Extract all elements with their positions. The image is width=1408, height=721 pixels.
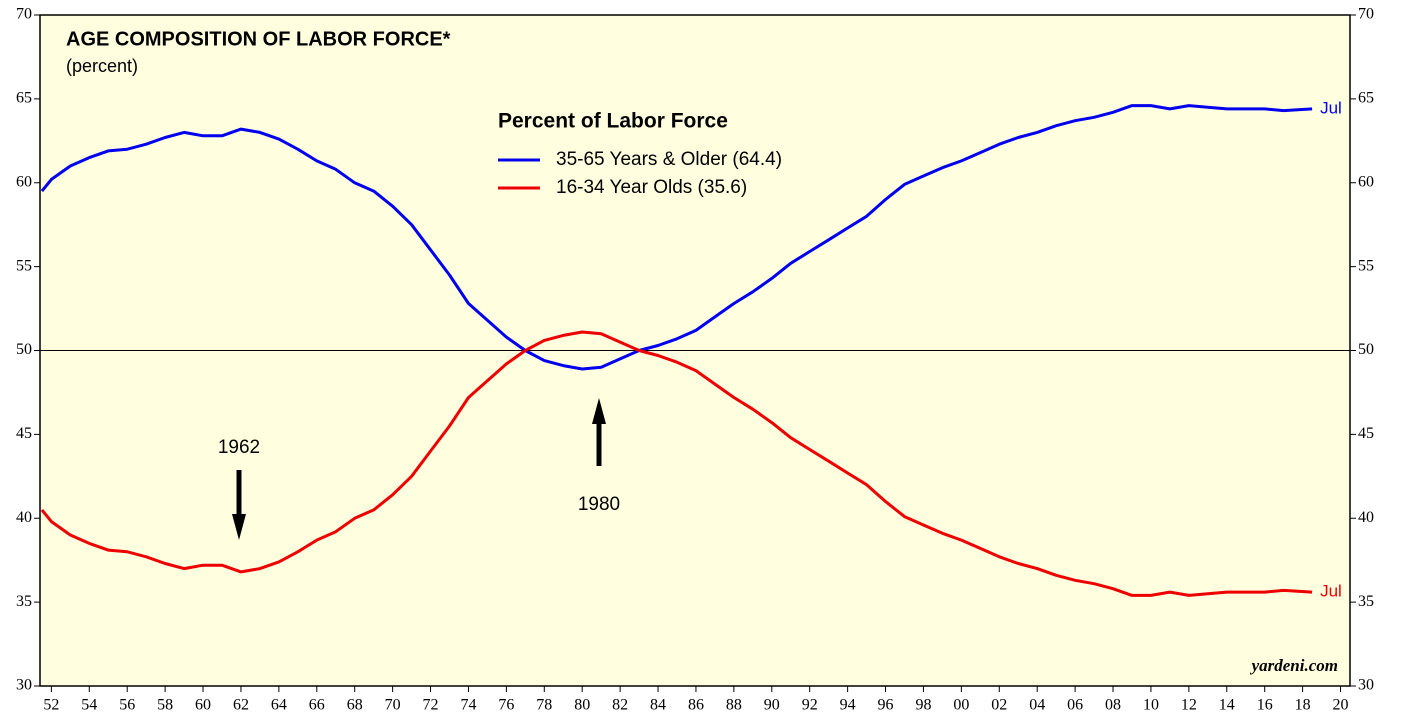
x-tick-label: 96 — [878, 697, 894, 714]
x-tick-label: 20 — [1333, 697, 1349, 714]
arrow — [232, 470, 246, 540]
source: yardeni.com — [1250, 656, 1338, 675]
x-tick-label: 78 — [536, 697, 552, 714]
end-label: Jul — [1320, 582, 1342, 601]
x-tick-label: 06 — [1067, 697, 1083, 714]
y-tick-label: 70 — [16, 6, 32, 23]
x-tick-label: 74 — [460, 697, 476, 714]
y-tick-label: 65 — [16, 90, 32, 107]
x-tick-label: 18 — [1295, 697, 1311, 714]
x-tick-label: 10 — [1143, 697, 1159, 714]
x-tick-label: 64 — [271, 697, 287, 714]
x-tick-label: 76 — [498, 697, 514, 714]
y-tick-label: 40 — [16, 509, 32, 526]
x-tick-label: 00 — [953, 697, 969, 714]
x-tick-label: 56 — [119, 697, 135, 714]
y2-tick-label: 70 — [1358, 6, 1374, 23]
y-tick-label: 50 — [16, 341, 32, 358]
x-tick-label: 88 — [726, 697, 742, 714]
y2-tick-label: 60 — [1358, 173, 1374, 190]
y2-tick-label: 35 — [1358, 593, 1374, 610]
x-tick-label: 86 — [688, 697, 704, 714]
x-tick-label: 70 — [385, 697, 401, 714]
series-line — [40, 330, 1313, 597]
legend-label: 16-34 Year Olds (35.6) — [556, 177, 747, 198]
x-tick-label: 92 — [802, 697, 818, 714]
y-tick-label: 45 — [16, 425, 32, 442]
y2-tick-label: 40 — [1358, 509, 1374, 526]
annotation: 1962 — [218, 437, 260, 458]
x-tick-label: 72 — [423, 697, 439, 714]
x-tick-label: 66 — [309, 697, 325, 714]
x-tick-label: 94 — [840, 697, 856, 714]
legend-title: Percent of Labor Force — [498, 110, 728, 133]
x-tick-label: 08 — [1105, 697, 1121, 714]
x-tick-label: 90 — [764, 697, 780, 714]
x-tick-label: 04 — [1029, 697, 1045, 714]
x-tick-label: 54 — [81, 697, 97, 714]
x-tick-label: 84 — [650, 697, 666, 714]
x-tick-label: 60 — [195, 697, 211, 714]
y-tick-label: 30 — [16, 677, 32, 694]
annotation: 1980 — [578, 494, 620, 515]
x-tick-label: 52 — [43, 697, 59, 714]
y2-tick-label: 30 — [1358, 677, 1374, 694]
y-tick-label: 55 — [16, 257, 32, 274]
y2-tick-label: 65 — [1358, 90, 1374, 107]
x-tick-label: 58 — [157, 697, 173, 714]
y-tick-label: 35 — [16, 593, 32, 610]
x-tick-label: 02 — [991, 697, 1007, 714]
x-tick-label: 14 — [1219, 697, 1235, 714]
x-tick-label: 68 — [347, 697, 363, 714]
legend-label: 35-65 Years & Older (64.4) — [556, 149, 782, 170]
x-tick-label: 16 — [1257, 697, 1273, 714]
y2-tick-label: 45 — [1358, 425, 1374, 442]
y-tick-label: 60 — [16, 173, 32, 190]
series-line — [40, 104, 1313, 371]
x-tick-label: 98 — [915, 697, 931, 714]
x-tick-label: 80 — [574, 697, 590, 714]
y2-tick-label: 55 — [1358, 257, 1374, 274]
chart-subtitle: (percent) — [66, 56, 138, 76]
end-label: Jul — [1320, 98, 1342, 117]
chart-title: AGE COMPOSITION OF LABOR FORCE* — [66, 28, 451, 50]
y2-tick-label: 50 — [1358, 341, 1374, 358]
x-tick-label: 82 — [612, 697, 628, 714]
arrow — [592, 398, 606, 466]
x-tick-label: 12 — [1181, 697, 1197, 714]
x-tick-label: 62 — [233, 697, 249, 714]
